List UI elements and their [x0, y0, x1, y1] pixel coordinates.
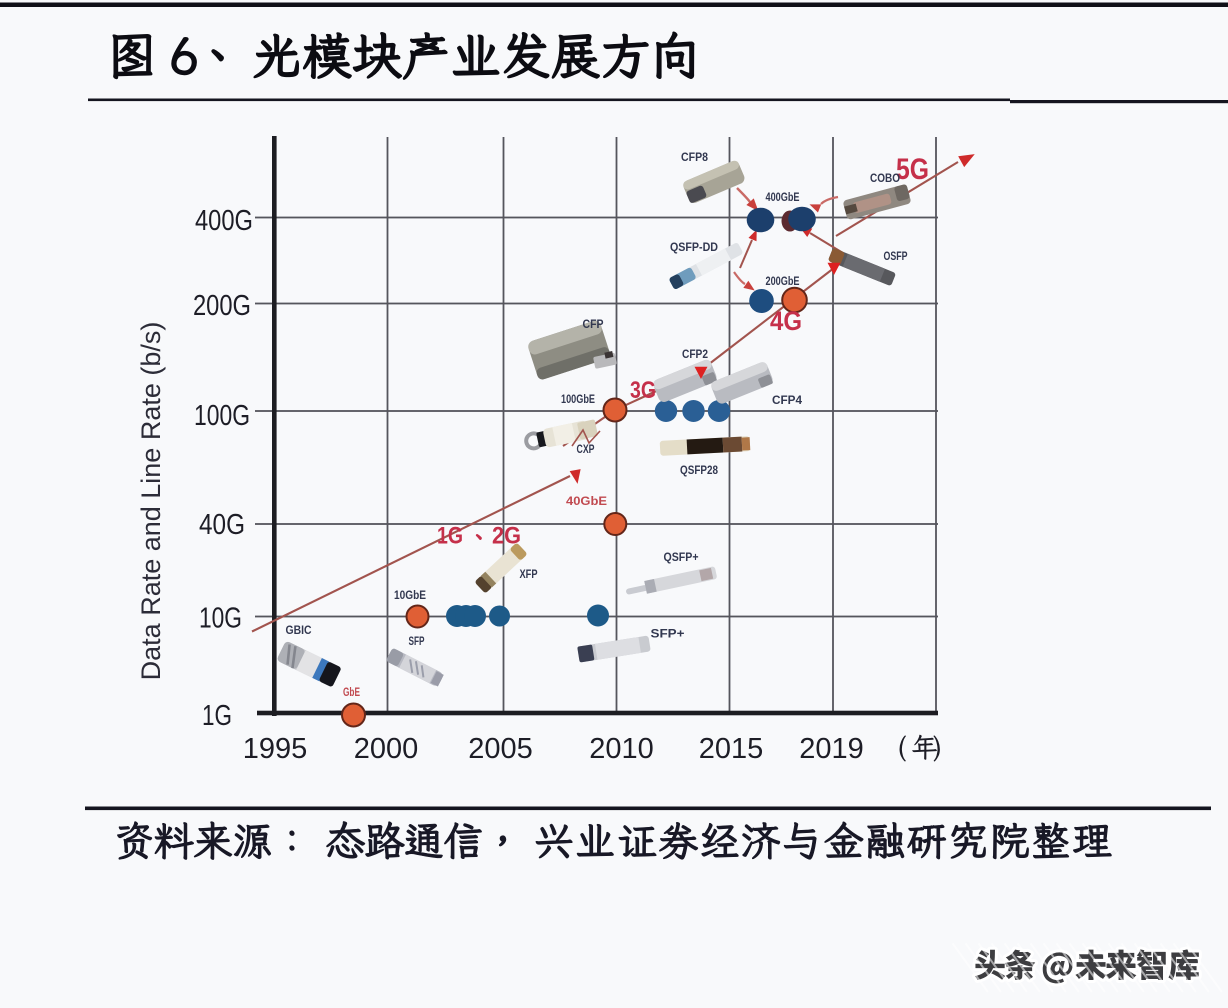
svg-text:COBO: COBO [870, 173, 900, 185]
svg-text:200GbE: 200GbE [766, 276, 800, 288]
svg-text:CFP: CFP [583, 319, 604, 331]
svg-text:QSFP-DD: QSFP-DD [670, 242, 718, 254]
svg-text:2015: 2015 [699, 733, 764, 765]
svg-text:10G: 10G [199, 603, 242, 635]
svg-text:400GbE: 400GbE [766, 192, 800, 204]
svg-text:XFP: XFP [520, 569, 538, 581]
svg-text:GBIC: GBIC [286, 625, 312, 637]
svg-text:100G: 100G [194, 400, 250, 432]
svg-text:100GbE: 100GbE [561, 394, 595, 406]
svg-text:CFP4: CFP4 [772, 395, 803, 407]
svg-text:1G: 1G [437, 523, 463, 550]
svg-text:2G: 2G [492, 523, 521, 550]
svg-text:400G: 400G [195, 205, 253, 237]
svg-text:200G: 200G [193, 290, 251, 322]
svg-text:GbE: GbE [343, 687, 360, 699]
svg-text:4G: 4G [770, 306, 802, 336]
svg-text:1995: 1995 [243, 733, 308, 765]
svg-text:CFP2: CFP2 [682, 349, 708, 361]
svg-text:OSFP: OSFP [884, 251, 908, 263]
svg-text:40GbE: 40GbE [566, 496, 607, 508]
svg-text:Data Rate and Line Rate (b/s): Data Rate and Line Rate (b/s) [136, 322, 166, 681]
svg-text:2000: 2000 [354, 733, 419, 765]
svg-text:5G: 5G [896, 153, 929, 186]
svg-text:QSFP+: QSFP+ [664, 552, 699, 564]
svg-text:1G: 1G [202, 700, 232, 732]
svg-text:CFP8: CFP8 [681, 152, 709, 164]
svg-text:2005: 2005 [468, 733, 533, 765]
svg-text:CXP: CXP [577, 444, 595, 456]
svg-text:10GbE: 10GbE [394, 590, 426, 602]
svg-text:SFP: SFP [409, 636, 425, 648]
svg-text:QSFP28: QSFP28 [680, 465, 719, 477]
svg-text:40G: 40G [199, 509, 245, 541]
svg-text:2019: 2019 [799, 733, 864, 765]
svg-text:3G: 3G [630, 377, 656, 404]
svg-text:SFP+: SFP+ [651, 629, 685, 641]
svg-text:2010: 2010 [589, 733, 654, 765]
